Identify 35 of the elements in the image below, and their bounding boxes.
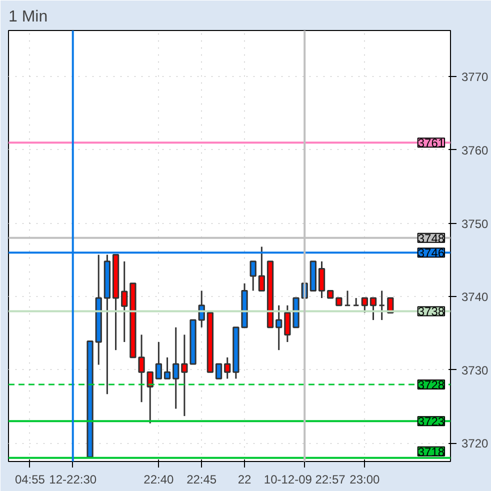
candlestick — [250, 260, 256, 292]
ref-line-label: 3723 — [418, 414, 445, 429]
ref-line-label: 3746 — [418, 246, 445, 260]
y-tick-label: 3740 — [462, 290, 489, 304]
candlestick — [276, 304, 282, 351]
x-tick-label: 12-22:30 — [49, 472, 97, 486]
candlestick — [146, 371, 154, 424]
candlestick — [378, 290, 386, 321]
candlestick — [361, 297, 368, 314]
candlestick — [164, 356, 171, 380]
candlestick — [318, 260, 326, 299]
y-tick-label: 3770 — [462, 70, 489, 84]
x-tick-label: 22:40 — [144, 472, 174, 486]
candlestick — [121, 260, 128, 343]
x-tick-label: 23:00 — [350, 472, 380, 486]
candlestick — [155, 341, 162, 380]
y-tick-label: 3720 — [462, 436, 489, 451]
x-tick-label: 04:55 — [14, 472, 46, 486]
candlestick — [215, 363, 222, 380]
chart-title: 1 Min — [8, 8, 48, 26]
x-tick-label: 10-12-09 22:57 — [264, 472, 346, 486]
ref-line-label: 3761 — [418, 136, 445, 150]
y-tick-label: 3760 — [462, 143, 489, 158]
candlestick — [138, 334, 145, 403]
candlestick — [172, 326, 180, 410]
candlestick — [370, 297, 377, 321]
candlestick — [181, 334, 188, 417]
candlestick — [258, 246, 266, 292]
x-tick-label: 22 — [238, 472, 252, 486]
candlestick — [344, 290, 351, 306]
x-tick-label: 22:45 — [186, 472, 217, 486]
y-tick-label: 3730 — [462, 363, 489, 378]
ref-line-label: 3738 — [418, 304, 445, 319]
candlestick — [224, 356, 231, 380]
y-tick-label: 3750 — [462, 216, 489, 231]
